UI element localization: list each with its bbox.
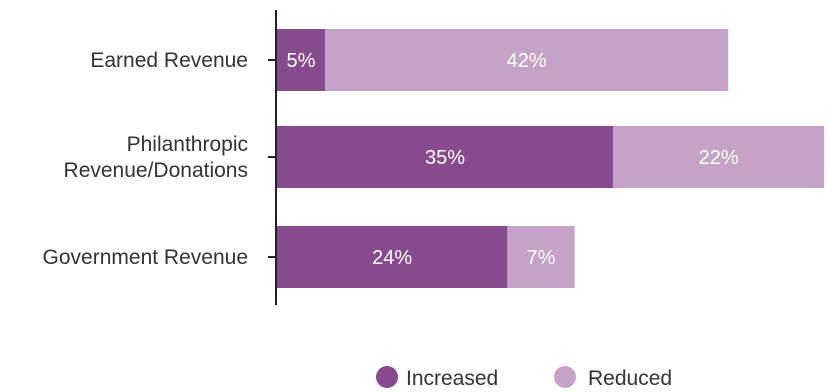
legend-marker-increased — [376, 366, 398, 388]
data-label-reduced-government-revenue: 7% — [527, 247, 556, 269]
data-label-reduced-earned-revenue: 42% — [507, 50, 547, 72]
bar-increased-philanthropic-revenue-donations — [277, 126, 613, 188]
category-label-philanthropic-revenue-donations-line-1: Philanthropic — [127, 133, 248, 156]
bar-reduced-earned-revenue — [325, 29, 729, 91]
legend-label-increased: Increased — [406, 367, 498, 390]
legend-label-reduced: Reduced — [588, 367, 672, 390]
category-label-philanthropic-revenue-donations-line-2: Revenue/Donations — [64, 159, 248, 182]
bar-reduced-philanthropic-revenue-donations — [613, 126, 825, 188]
legend: Increased Reduced — [376, 366, 672, 390]
ticks-layer: Earned Revenue Philanthropic Revenue/Donat… — [43, 49, 276, 269]
data-label-increased-philanthropic-revenue-donations: 35% — [425, 147, 465, 169]
category-label-earned-revenue: Earned Revenue — [90, 49, 248, 72]
bar-reduced-government-revenue — [507, 226, 575, 288]
labels-layer: 5% 42% 35% 22% 24% 7% — [287, 50, 739, 269]
data-label-increased-government-revenue: 24% — [372, 247, 412, 269]
bar-increased-government-revenue — [277, 226, 508, 288]
data-label-increased-earned-revenue: 5% — [287, 50, 316, 72]
category-label-government-revenue: Government Revenue — [43, 246, 248, 269]
legend-marker-reduced — [554, 366, 576, 388]
bar-increased-earned-revenue — [277, 29, 325, 91]
bars-layer — [277, 29, 825, 288]
data-label-reduced-philanthropic-revenue-donations: 22% — [699, 147, 739, 169]
